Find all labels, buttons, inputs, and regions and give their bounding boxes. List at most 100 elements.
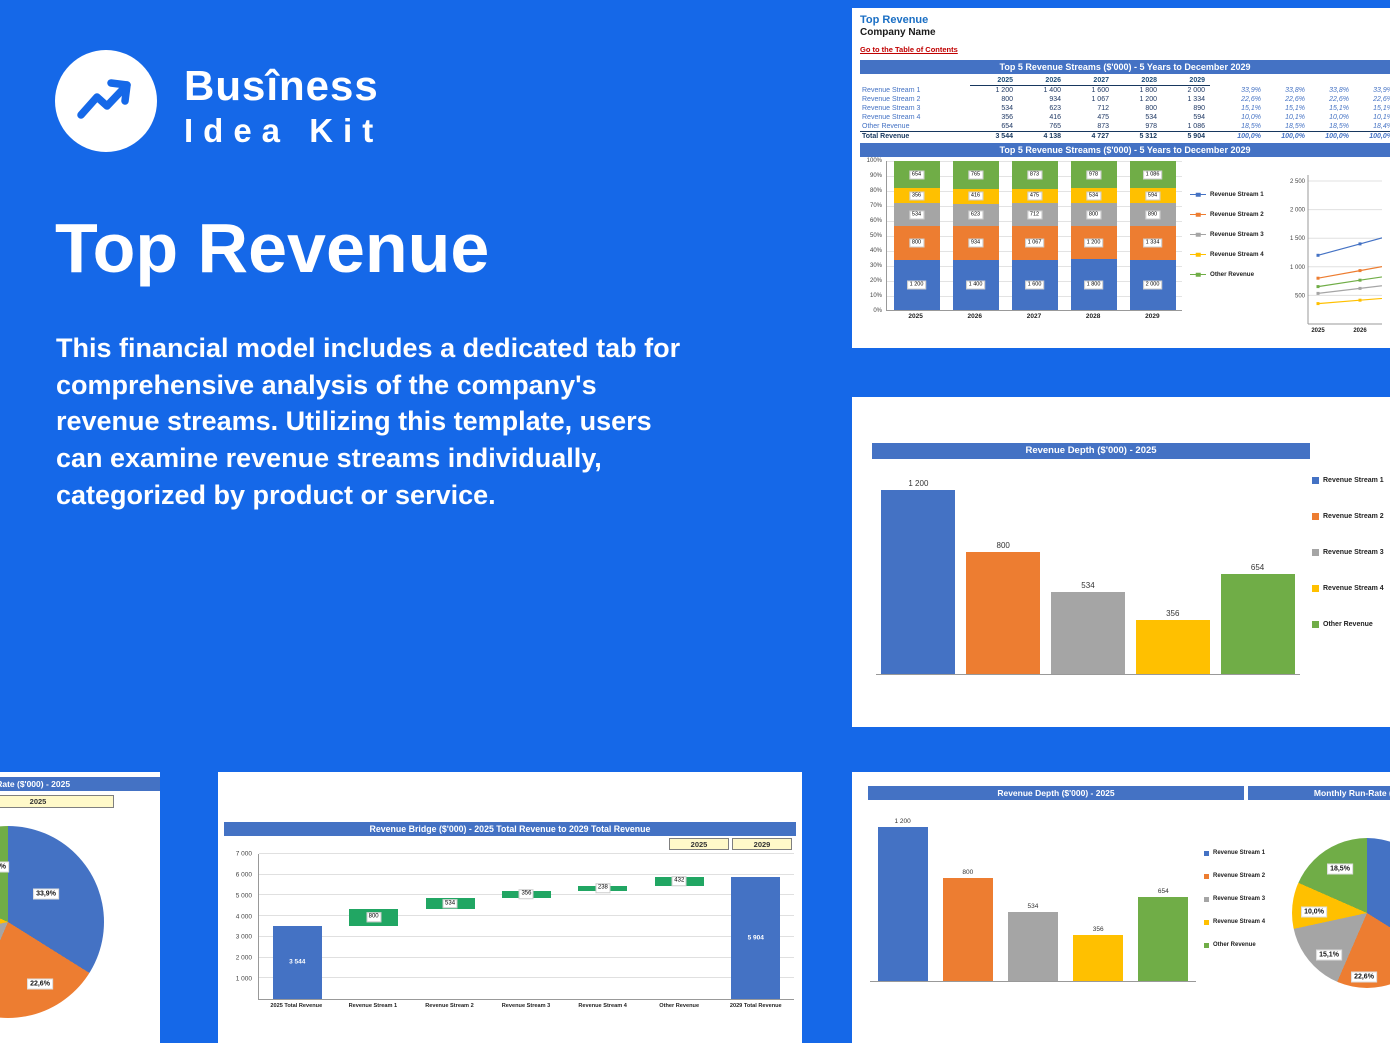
- y-axis-tick: 7 000: [235, 850, 252, 858]
- bar-segment: 890: [1129, 203, 1176, 226]
- bar: [1138, 897, 1189, 981]
- bar: [1007, 912, 1058, 981]
- bar-with-label: 800: [966, 475, 1041, 674]
- bar-value-label: 5 904: [747, 934, 764, 942]
- legend-item: Revenue Stream 3: [1190, 231, 1278, 238]
- table-cell: [1210, 132, 1222, 140]
- y-axis-tick: 30%: [869, 263, 882, 269]
- bar-with-label: 534: [1050, 475, 1125, 674]
- waterfall-bar: 356: [502, 889, 551, 900]
- bar-value-label: 800: [996, 540, 1010, 550]
- stacked-bar: 1 086 594 890 1 334 2 000: [1129, 161, 1176, 310]
- table-cell: [860, 76, 970, 86]
- table-cell: 1 200: [995, 87, 1013, 94]
- waterfall-bar: 534: [425, 897, 475, 910]
- bar-value-label: 356: [908, 191, 925, 201]
- toc-link[interactable]: Go to the Table of Contents: [860, 45, 958, 54]
- bar-with-label: 654: [1138, 814, 1189, 981]
- line-chart-y-ticks: 2 500 2 000 1 500 1 000 500: [1290, 179, 1306, 299]
- table-cell: [1210, 86, 1222, 95]
- x-axis: 2025 2026 2027 2028 2029: [886, 313, 1182, 320]
- waterfall-column: 356: [488, 854, 564, 999]
- bar-value-label: 800: [366, 912, 382, 923]
- description-line: categorized by product or service.: [56, 479, 496, 510]
- legend-item: Revenue Stream 4: [1312, 585, 1384, 592]
- table-cell: 1 200: [1139, 96, 1157, 103]
- y-axis-tick: 40%: [869, 248, 882, 254]
- svg-text:2025: 2025: [1311, 328, 1325, 333]
- depth-bar-plot: 1 200 800 534 356 654: [876, 475, 1300, 675]
- bar-value-label: 475: [1026, 191, 1043, 201]
- svg-text:2 500: 2 500: [1290, 179, 1306, 185]
- waterfall-column: 5 904: [718, 854, 794, 999]
- legend-item: Revenue Stream 1: [1190, 191, 1278, 198]
- svg-text:1 500: 1 500: [1290, 236, 1306, 242]
- table-cell: [1210, 76, 1222, 86]
- depth-chart-legend: Revenue Stream 1 Revenue Stream 2 Revenue …: [1204, 850, 1265, 948]
- x-axis-label: Revenue Stream 1: [348, 1003, 398, 1009]
- x-axis-label: Other Revenue: [659, 1003, 700, 1009]
- legend-swatch: [1204, 942, 1209, 948]
- table-cell: 534: [1145, 114, 1157, 121]
- bar-with-label: 534: [1007, 814, 1058, 981]
- x-axis-label: 2027: [1026, 313, 1042, 320]
- table-cell: 623: [1049, 105, 1061, 112]
- year-selector-cell[interactable]: 2025: [0, 795, 114, 808]
- bar-segment: 1 200: [893, 259, 940, 310]
- bar-segment: 1 800: [1070, 259, 1117, 310]
- y-axis-tick: 5 000: [235, 892, 252, 900]
- gridline: [259, 935, 794, 937]
- y-axis-tick: 100%: [866, 158, 882, 164]
- legend-marker: [1190, 252, 1206, 257]
- y-axis-tick: 1 000: [235, 975, 252, 983]
- year-selector-cell[interactable]: 2029: [732, 838, 792, 850]
- y-axis-tick: 80%: [869, 188, 882, 194]
- bar: [966, 551, 1041, 674]
- legend-swatch: [1204, 850, 1209, 856]
- legend-swatch: [1204, 896, 1209, 902]
- run-rate-title-bar: Monthly Run-Rate ($'000) - 2025: [1248, 786, 1390, 800]
- company-name: Company Name: [860, 27, 936, 38]
- panel-run-rate-partial: Monthly Run-Rate ($'000) - 2025 2025 33,…: [0, 772, 160, 1043]
- table-cell: 33,9%: [1373, 87, 1390, 94]
- legend-item: Other Revenue: [1204, 942, 1265, 948]
- table-cell: 5 312: [1139, 133, 1157, 140]
- bar-value-label: 623: [967, 210, 984, 220]
- table-cell: 1 334: [1187, 96, 1205, 103]
- legend-item: Other Revenue: [1312, 621, 1384, 628]
- y-axis-tick: 20%: [869, 278, 882, 284]
- legend-marker: [1190, 232, 1206, 237]
- table-cell: 18,4%: [1373, 123, 1390, 130]
- bar-value-label: 594: [1144, 191, 1161, 201]
- legend-item: Revenue Stream 4: [1204, 919, 1265, 925]
- x-axis-label: Revenue Stream 2: [425, 1003, 474, 1009]
- bar-segment: 1 334: [1129, 225, 1176, 260]
- bar-segment: 1 086: [1129, 161, 1176, 189]
- trend-arrow-icon: [77, 79, 131, 119]
- gridline: [259, 915, 794, 917]
- table-row: Revenue Stream 3 534 623 712 800 890 15,1% 15,1…: [860, 104, 1390, 113]
- waterfall-column: 238: [565, 854, 641, 999]
- line-chart-x-ticks: 2025 2026: [1311, 328, 1367, 333]
- description-line: revenue streams. Utilizing this template…: [56, 406, 652, 437]
- table-cell: 800: [1001, 96, 1013, 103]
- sheet-title: Top Revenue: [860, 14, 929, 26]
- year-selector-cell[interactable]: 2025: [669, 838, 729, 850]
- brand-name-line1: Busîness: [184, 62, 379, 109]
- table-cell: 18,5%: [1241, 123, 1261, 130]
- bar-segment: 934: [952, 225, 999, 260]
- bar-value-label: 654: [1250, 562, 1265, 572]
- pie-value-label: 33,9%: [33, 888, 59, 900]
- panel-top-revenue-sheet: Top Revenue Company Name Go to the Table…: [852, 8, 1390, 348]
- bar-segment: 765: [952, 161, 999, 189]
- waterfall-bar: 800: [349, 909, 399, 926]
- table-cell: 10,1%: [1373, 114, 1390, 121]
- legend-label: Other Revenue: [1213, 942, 1256, 948]
- pie-value-label: 10,0%: [1301, 906, 1327, 918]
- panel-revenue-bridge: Revenue Bridge ($'000) - 2025 Total Reve…: [218, 772, 802, 1043]
- run-rate-pie-chart: 33,9% 22,6% 18,5%: [0, 772, 160, 1043]
- legend-label: Revenue Stream 2: [1213, 873, 1266, 879]
- bar-value-label: 765: [967, 170, 984, 180]
- pie-value-label: 15,1%: [1316, 949, 1342, 961]
- table-cell: [1210, 113, 1222, 122]
